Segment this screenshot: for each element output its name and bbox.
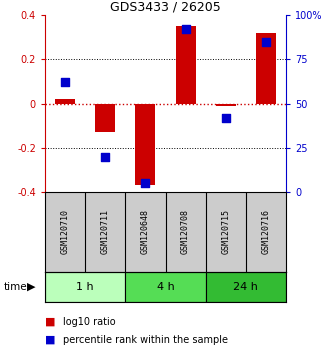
Text: GSM120716: GSM120716 xyxy=(261,210,270,255)
Text: percentile rank within the sample: percentile rank within the sample xyxy=(63,335,228,345)
Text: log10 ratio: log10 ratio xyxy=(63,317,115,327)
Bar xyxy=(256,33,276,103)
Point xyxy=(223,115,228,120)
Bar xyxy=(135,103,155,185)
Text: GSM120711: GSM120711 xyxy=(101,210,110,255)
Point xyxy=(183,26,188,32)
Bar xyxy=(55,99,75,103)
Text: ■: ■ xyxy=(45,335,56,345)
Title: GDS3433 / 26205: GDS3433 / 26205 xyxy=(110,1,221,14)
Bar xyxy=(95,103,115,132)
Bar xyxy=(176,26,195,103)
Point xyxy=(143,180,148,186)
Point xyxy=(63,79,68,85)
Text: GSM120715: GSM120715 xyxy=(221,210,230,255)
Bar xyxy=(216,103,236,106)
Text: time: time xyxy=(3,282,27,292)
Bar xyxy=(125,272,206,302)
Text: GSM120710: GSM120710 xyxy=(61,210,70,255)
Text: GSM120648: GSM120648 xyxy=(141,210,150,255)
Text: ■: ■ xyxy=(45,317,56,327)
Text: ▶: ▶ xyxy=(27,282,36,292)
Text: GSM120708: GSM120708 xyxy=(181,210,190,255)
Bar xyxy=(206,272,286,302)
Text: 1 h: 1 h xyxy=(76,282,94,292)
Text: 24 h: 24 h xyxy=(233,282,258,292)
Point xyxy=(103,154,108,159)
Point xyxy=(263,39,268,44)
Text: 4 h: 4 h xyxy=(157,282,174,292)
Bar xyxy=(45,272,125,302)
